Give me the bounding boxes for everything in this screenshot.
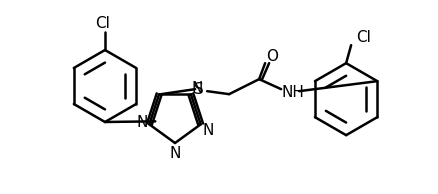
Text: N: N (191, 81, 202, 96)
Text: O: O (266, 49, 278, 64)
Text: Cl: Cl (356, 30, 371, 45)
Text: N: N (203, 123, 214, 138)
Text: N: N (170, 146, 181, 160)
Text: S: S (194, 82, 204, 97)
Text: NH: NH (282, 85, 304, 100)
Text: Cl: Cl (95, 16, 110, 31)
Text: N: N (137, 115, 148, 130)
